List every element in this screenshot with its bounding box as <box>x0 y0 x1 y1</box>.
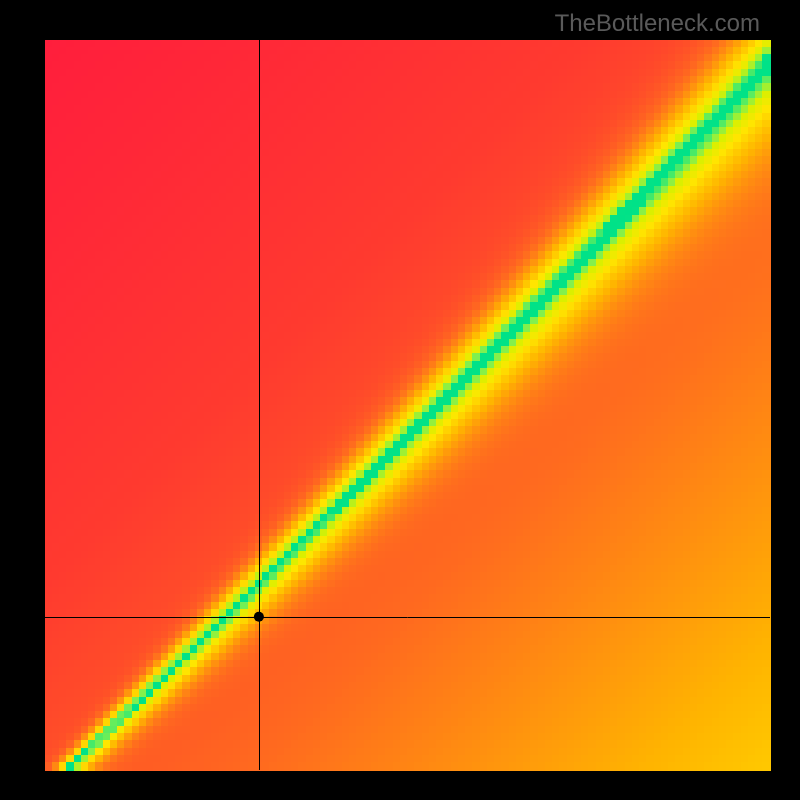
bottleneck-heatmap <box>0 0 800 800</box>
chart-container: TheBottleneck.com <box>0 0 800 800</box>
watermark-text: TheBottleneck.com <box>555 10 760 38</box>
